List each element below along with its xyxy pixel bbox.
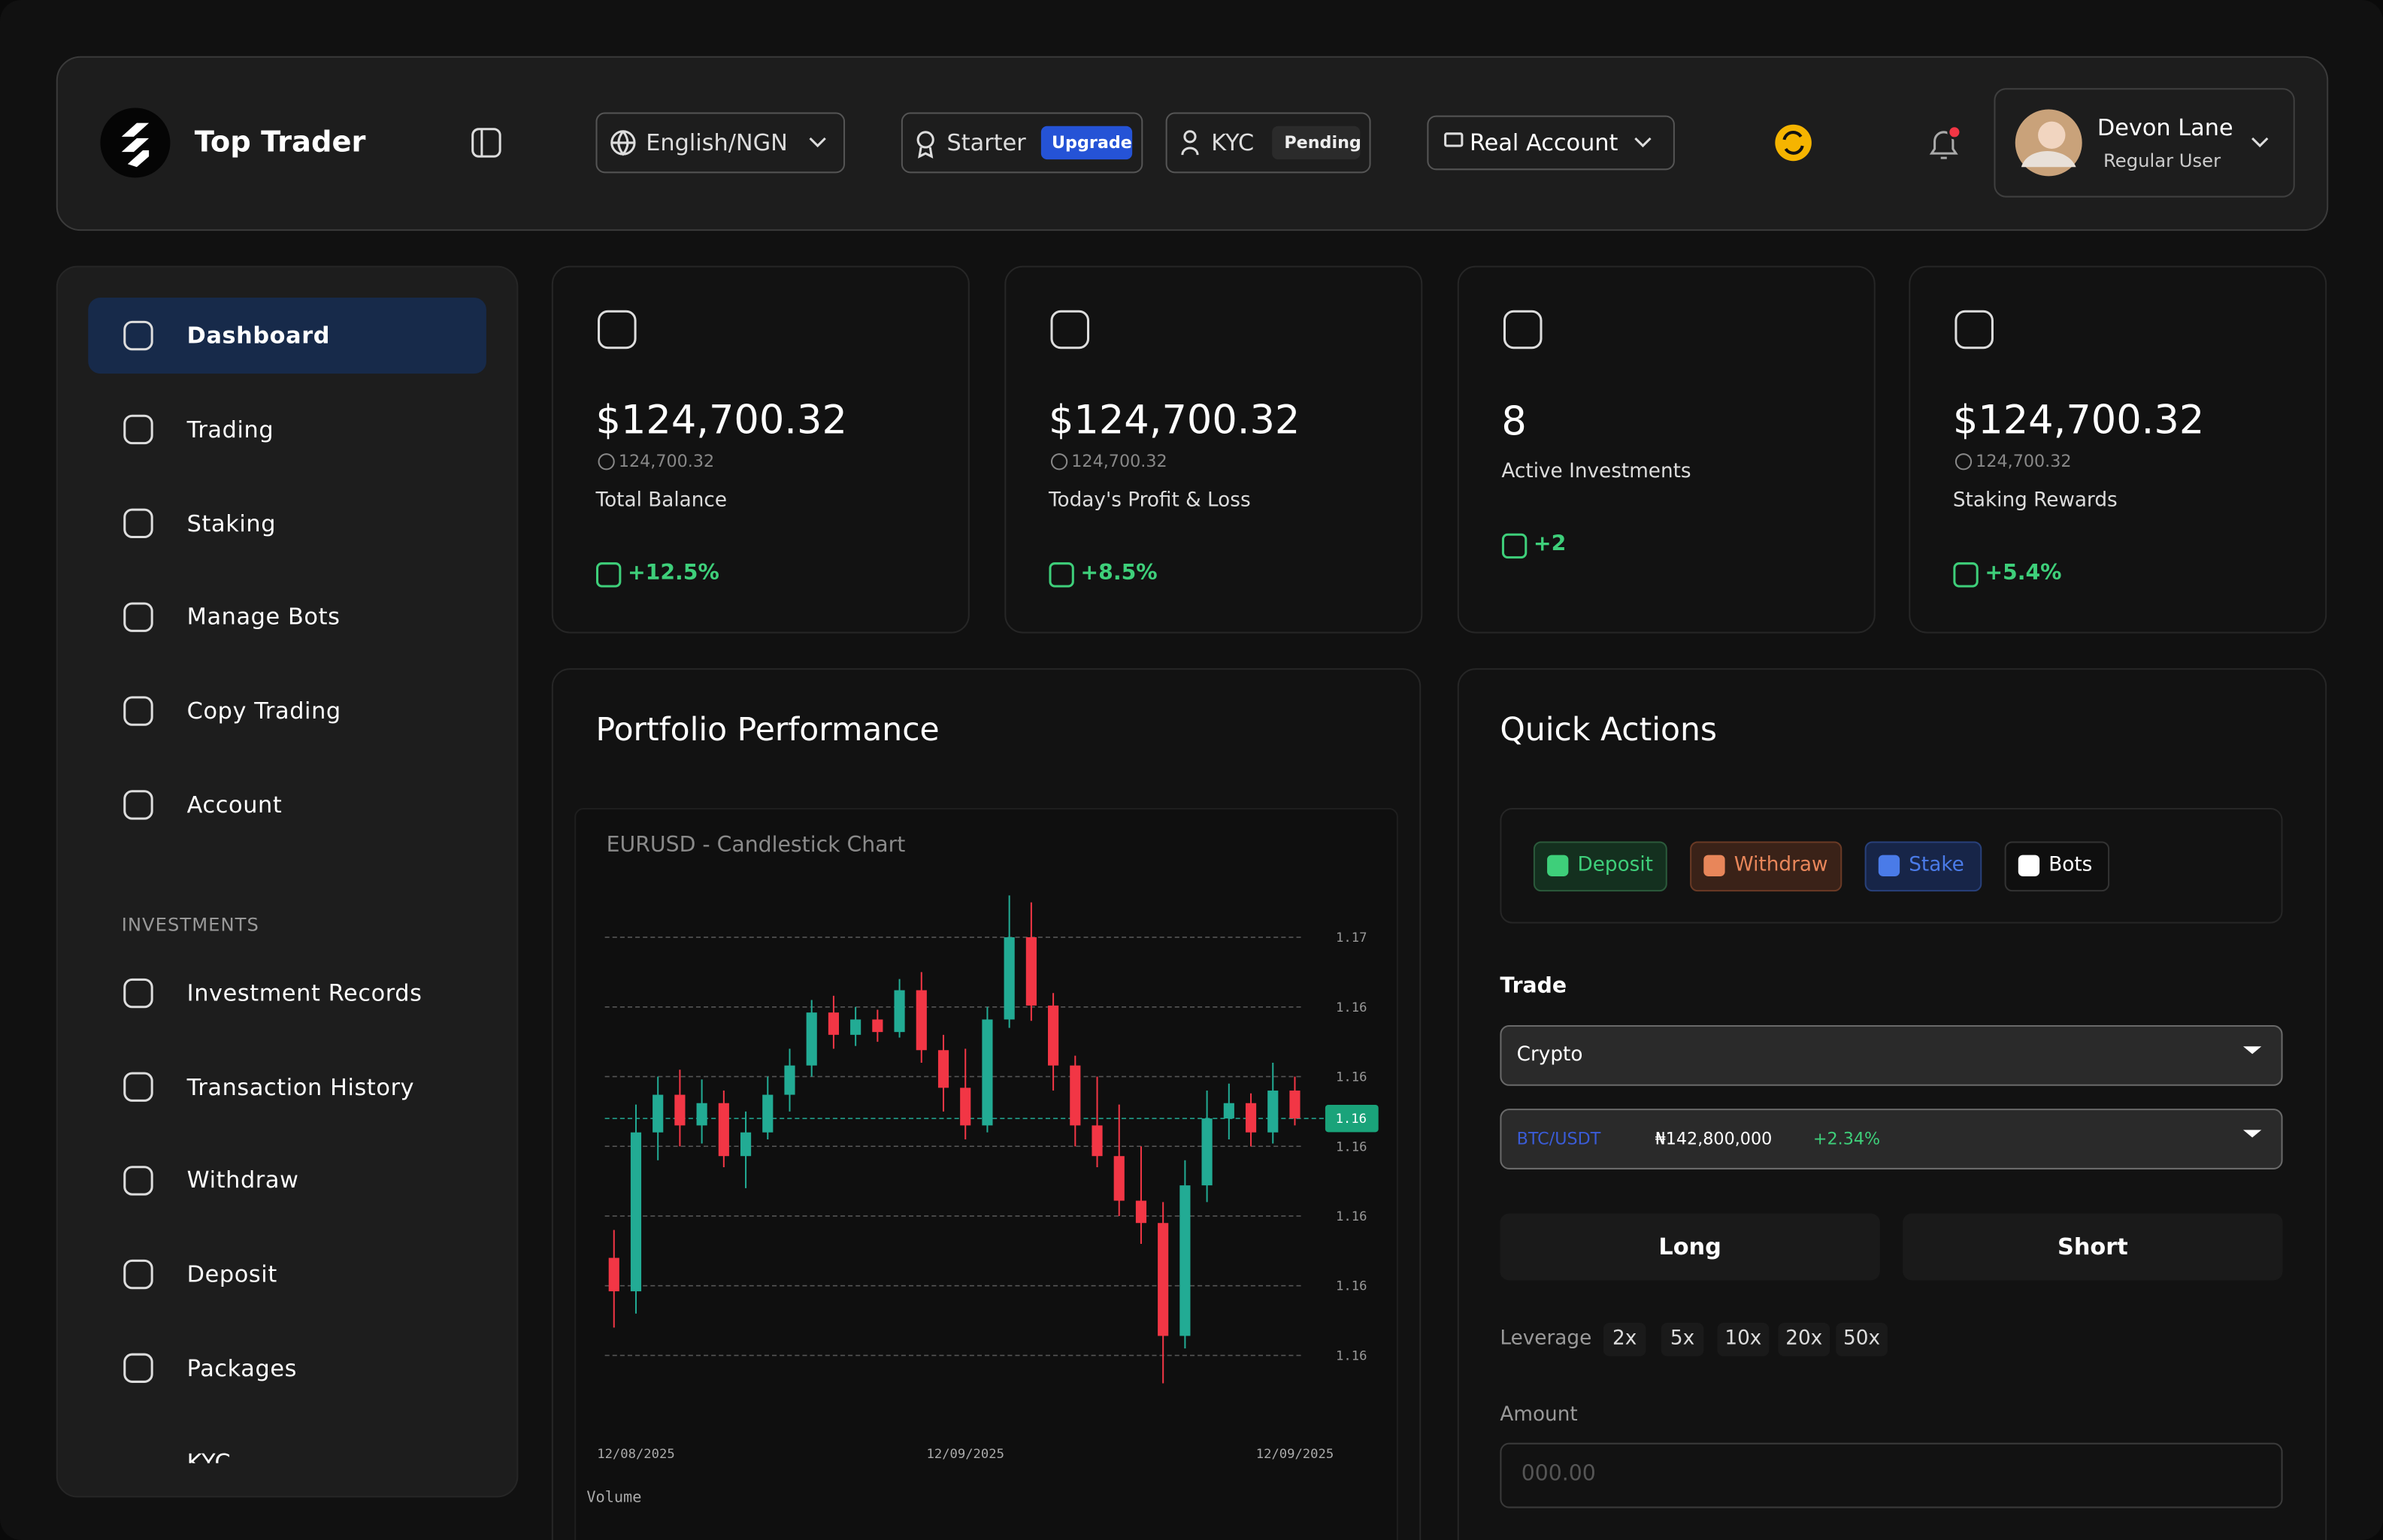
nav-item[interactable]: Deposit xyxy=(186,1260,277,1288)
short[interactable]: Short xyxy=(2057,1233,2128,1261)
action-label[interactable]: Stake xyxy=(1909,854,1964,877)
nav-item[interactable]: Transaction History xyxy=(186,1073,415,1101)
action-bar xyxy=(1500,808,2283,924)
stat-label: Active Investments xyxy=(1501,460,1691,483)
market: Crypto xyxy=(1516,1043,1583,1067)
stat-change: +8.5% xyxy=(1080,561,1158,586)
quick-actions-card xyxy=(1457,668,2327,1540)
leverage-chip[interactable] xyxy=(1661,1323,1704,1357)
plan: Starter xyxy=(946,129,1026,157)
trade-label: Trade xyxy=(1500,974,1567,999)
action-label[interactable]: Deposit xyxy=(1577,854,1653,877)
leverage-chip[interactable] xyxy=(1836,1323,1888,1357)
nav-item[interactable]: Investment Records xyxy=(186,979,422,1007)
leverage-chip[interactable] xyxy=(1778,1323,1830,1357)
stat-sub: 124,700.32 xyxy=(1071,451,1167,472)
amount-placeholder: 000.00 xyxy=(1521,1462,1596,1487)
leverage-option[interactable]: 5x xyxy=(1670,1327,1695,1351)
pair-price: ₦142,800,000 xyxy=(1655,1129,1773,1149)
portfolio-title: Portfolio Performance xyxy=(595,711,940,749)
stat-value: $124,700.32 xyxy=(1952,398,2205,444)
pair-change: +2.34% xyxy=(1812,1129,1881,1149)
stat-label: Today's Profit & Loss xyxy=(1048,489,1251,513)
stat-change: +5.4% xyxy=(1985,561,2062,586)
amount-input[interactable] xyxy=(1500,1442,2283,1508)
nav-item[interactable]: Withdraw xyxy=(186,1166,299,1195)
nav-item[interactable]: Account xyxy=(186,791,283,819)
nav-item[interactable]: Trading xyxy=(186,416,274,443)
long[interactable]: Long xyxy=(1658,1233,1721,1261)
stat-value: 8 xyxy=(1501,400,1527,446)
leverage-option[interactable]: 20x xyxy=(1785,1327,1823,1351)
leverage-chip[interactable] xyxy=(1603,1323,1646,1357)
leverage-option[interactable]: 2x xyxy=(1612,1327,1637,1351)
pair-select[interactable] xyxy=(1500,1109,2283,1169)
kyc: KYC xyxy=(1211,129,1255,157)
action-label[interactable]: Withdraw xyxy=(1734,854,1828,877)
leverage-chip[interactable] xyxy=(1717,1323,1770,1357)
stat-card xyxy=(551,265,970,634)
stat-value: $124,700.32 xyxy=(1048,398,1301,444)
long-button[interactable] xyxy=(1500,1213,1880,1281)
upgrade: Upgrade xyxy=(1052,132,1132,153)
pair: BTC/USDT xyxy=(1516,1129,1601,1149)
stat-card xyxy=(1909,265,2327,634)
nav-section: INVESTMENTS xyxy=(121,914,259,936)
nav-item[interactable]: Staking xyxy=(186,510,277,537)
stat-sub: 124,700.32 xyxy=(1976,451,2072,472)
user-name: Devon Lane xyxy=(2097,113,2233,141)
stat-card xyxy=(1457,265,1876,634)
nav-item[interactable]: Packages xyxy=(186,1354,298,1382)
brand: Top Trader xyxy=(194,125,366,159)
stat-label: Total Balance xyxy=(595,489,728,513)
account: Real Account xyxy=(1469,129,1618,157)
chart-panel xyxy=(574,808,1398,1540)
user-role: Regular User xyxy=(2103,150,2221,171)
kyc-status: Pending xyxy=(1284,132,1361,153)
leverage-option[interactable]: 10x xyxy=(1724,1327,1762,1351)
sidebar xyxy=(56,265,519,1498)
nav-item[interactable]: Copy Trading xyxy=(186,697,341,725)
nav-active[interactable] xyxy=(88,298,486,374)
user-menu[interactable] xyxy=(1994,88,2295,198)
stat-value: $124,700.32 xyxy=(595,398,847,444)
amount-label: Amount xyxy=(1500,1403,1578,1427)
language: English/NGN xyxy=(646,129,788,157)
stat-label: Staking Rewards xyxy=(1952,489,2118,513)
nav-item[interactable]: KYC xyxy=(186,1448,232,1476)
action-label[interactable]: Bots xyxy=(2048,854,2093,877)
leverage-option[interactable]: 50x xyxy=(1843,1327,1881,1351)
quick-actions-title: Quick Actions xyxy=(1500,711,1718,749)
leverage-label: Leverage xyxy=(1500,1327,1592,1351)
stat-card xyxy=(1004,265,1423,634)
stat-change: +12.5% xyxy=(627,561,719,586)
short-button[interactable] xyxy=(1903,1213,2283,1281)
stat-change: +2 xyxy=(1533,532,1567,557)
nav-item[interactable]: Manage Bots xyxy=(186,604,341,631)
market-select[interactable] xyxy=(1500,1024,2283,1086)
stat-sub: 124,700.32 xyxy=(618,451,715,472)
chart-title: EURUSD - Candlestick Chart xyxy=(606,833,906,858)
volume-label: Volume xyxy=(586,1490,642,1507)
nav-item[interactable]: Dashboard xyxy=(186,322,331,349)
